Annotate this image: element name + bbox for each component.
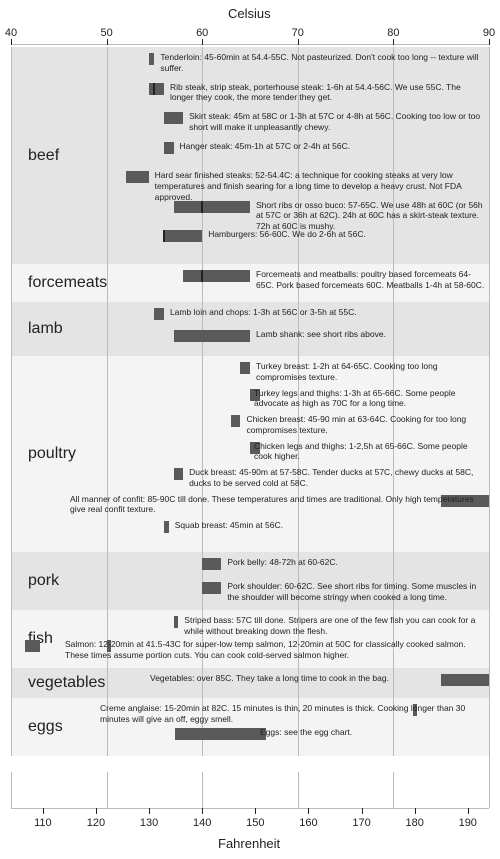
- item-desc: Squab breast: 45min at 56C.: [175, 520, 485, 531]
- preferred-mark: [163, 230, 165, 242]
- tick-bottom: 180: [405, 817, 423, 829]
- item-desc: Striped bass: 57C till done. Stripers ar…: [184, 615, 485, 636]
- tick-mark-top: [11, 39, 12, 45]
- item-desc: Pork shoulder: 60-62C. See short ribs fo…: [227, 581, 485, 602]
- axis-line-bottom: [11, 808, 489, 809]
- item-desc: Tenderloin: 45-60min at 54.4-55C. Not pa…: [160, 52, 485, 73]
- item-desc: Vegetables: over 85C. They take a long t…: [150, 673, 485, 684]
- tick-top: 90: [483, 27, 495, 39]
- gap: [11, 756, 489, 772]
- tick-mark-bottom: [96, 808, 97, 814]
- tick-bottom: 110: [34, 817, 52, 829]
- item-desc: Hamburgers: 56-60C. We do 2-6h at 56C.: [208, 229, 485, 240]
- preferred-mark: [153, 83, 155, 95]
- item-desc: Salmon: 12-20min at 41.5-43C for super-l…: [65, 639, 485, 660]
- tick-mark-bottom: [308, 808, 309, 814]
- item-desc: Duck breast: 45-90m at 57-58C. Tender du…: [189, 467, 485, 488]
- range-bar: [164, 142, 174, 154]
- tick-mark-bottom: [149, 808, 150, 814]
- tick-mark-bottom: [468, 808, 469, 814]
- gridline: [107, 47, 108, 808]
- range-bar: [174, 616, 179, 628]
- section-label-forcemeats: forcemeats: [28, 274, 107, 292]
- tick-top: 80: [387, 27, 399, 39]
- tick-mark-bottom: [43, 808, 44, 814]
- preferred-mark: [201, 201, 203, 213]
- tick-top: 40: [5, 27, 17, 39]
- tick-bottom: 130: [140, 817, 158, 829]
- gridline: [202, 47, 203, 808]
- range-bar: [240, 362, 250, 374]
- axis-line-top: [11, 44, 489, 45]
- item-desc: Short ribs or osso buco: 57-65C. We use …: [256, 200, 485, 232]
- axis-title-fahrenheit: Fahrenheit: [218, 836, 280, 851]
- tick-mark-top: [393, 39, 394, 45]
- range-bar: [231, 415, 241, 427]
- item-desc: Hard sear finished steaks: 52-54.4C: a t…: [155, 170, 485, 202]
- item-desc: All manner of confit: 85-90C till done. …: [70, 494, 485, 515]
- item-desc: Forcemeats and meatballs: poultry based …: [256, 269, 485, 290]
- section-label-poultry: poultry: [28, 445, 76, 463]
- range-bar: [202, 558, 221, 570]
- tick-mark-top: [298, 39, 299, 45]
- tick-bottom: 120: [87, 817, 105, 829]
- section-label-vegetables: vegetables: [28, 674, 105, 692]
- item-desc: Creme anglaise: 15-20min at 82C. 15 minu…: [100, 703, 485, 724]
- tick-mark-top: [107, 39, 108, 45]
- tick-mark-bottom: [415, 808, 416, 814]
- range-bar: [174, 201, 250, 213]
- preferred-mark: [201, 270, 203, 282]
- gridline: [11, 47, 12, 808]
- item-desc: Lamb shank: see short ribs above.: [256, 329, 485, 340]
- item-desc: Hanger steak: 45m-1h at 57C or 2-4h at 5…: [180, 141, 485, 152]
- range-bar: [126, 171, 149, 183]
- range-bar: [175, 728, 266, 740]
- tick-top: 60: [196, 27, 208, 39]
- range-bar: [174, 468, 184, 480]
- tick-bottom: 170: [352, 817, 370, 829]
- section-label-pork: pork: [28, 572, 59, 590]
- item-desc: Eggs: see the egg chart.: [260, 727, 485, 738]
- range-bar: [164, 521, 169, 533]
- tick-mark-bottom: [202, 808, 203, 814]
- tick-bottom: 190: [459, 817, 477, 829]
- tick-top: 50: [100, 27, 112, 39]
- tick-top: 70: [292, 27, 304, 39]
- gridline: [489, 47, 490, 808]
- range-bar: [202, 582, 221, 594]
- axis-title-celsius: Celsius: [228, 6, 271, 21]
- tick-mark-top: [489, 39, 490, 45]
- range-bar: [183, 270, 250, 282]
- item-desc: Chicken legs and thighs: 1-2,5h at 65-66…: [254, 441, 485, 462]
- range-bar: [174, 330, 250, 342]
- item-desc: Chicken breast: 45-90 min at 63-64C. Coo…: [246, 414, 485, 435]
- item-desc: Lamb loin and chops: 1-3h at 56C or 3-5h…: [170, 307, 485, 318]
- section-label-beef: beef: [28, 147, 59, 165]
- tick-bottom: 140: [193, 817, 211, 829]
- tick-mark-bottom: [255, 808, 256, 814]
- range-bar: [149, 53, 155, 65]
- tick-bottom: 160: [299, 817, 317, 829]
- range-bar: [25, 640, 39, 652]
- section-label-lamb: lamb: [28, 320, 63, 338]
- range-bar: [149, 83, 164, 95]
- tick-mark-bottom: [362, 808, 363, 814]
- item-desc: Skirt steak: 45m at 58C or 1-3h at 57C o…: [189, 111, 485, 132]
- section-label-eggs: eggs: [28, 718, 63, 736]
- item-desc: Turkey breast: 1-2h at 64-65C. Cooking t…: [256, 361, 485, 382]
- item-desc: Turkey legs and thighs: 1-3h at 65-66C. …: [254, 388, 485, 409]
- item-desc: Pork belly: 48-72h at 60-62C.: [227, 557, 485, 568]
- item-desc: Rib steak, strip steak, porterhouse stea…: [170, 82, 485, 103]
- tick-mark-top: [202, 39, 203, 45]
- range-bar: [154, 308, 164, 320]
- tick-bottom: 150: [246, 817, 264, 829]
- range-bar: [164, 112, 183, 124]
- range-bar: [164, 230, 202, 242]
